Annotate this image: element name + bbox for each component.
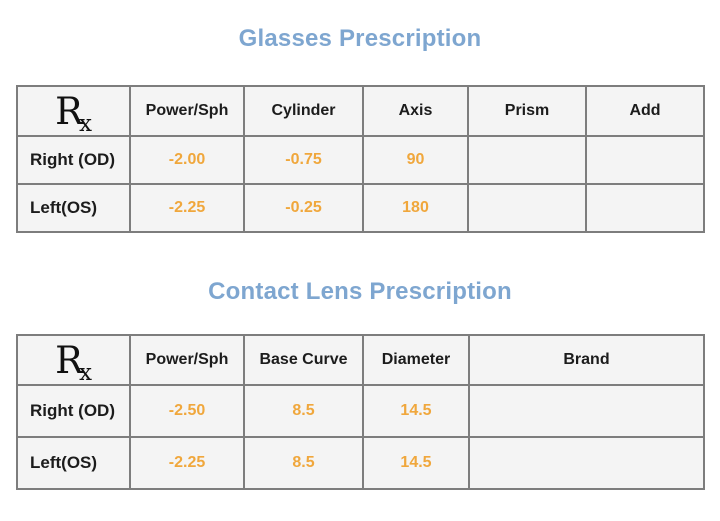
contacts-right-base-curve: 8.5: [243, 384, 364, 438]
glasses-col-add: Add: [585, 85, 705, 137]
glasses-col-power: Power/Sph: [129, 85, 245, 137]
glasses-left-axis: 180: [362, 183, 469, 233]
contacts-left-power: -2.25: [129, 436, 245, 490]
contacts-title: Contact Lens Prescription: [208, 278, 512, 305]
glasses-left-eye-label: Left(OS): [16, 183, 131, 233]
rx-symbol: Rx: [16, 334, 131, 386]
glasses-table: Rx Power/Sph Cylinder Axis Prism Add Rig…: [16, 85, 705, 233]
contacts-col-diameter: Diameter: [362, 334, 470, 386]
table-row: Right (OD) -2.50 8.5 14.5: [16, 384, 705, 438]
rx-symbol: Rx: [16, 85, 131, 137]
contacts-left-brand: [468, 436, 705, 490]
glasses-col-prism: Prism: [467, 85, 587, 137]
glasses-left-power: -2.25: [129, 183, 245, 233]
contacts-right-power: -2.50: [129, 384, 245, 438]
contacts-right-brand: [468, 384, 705, 438]
contacts-left-diameter: 14.5: [362, 436, 470, 490]
glasses-right-eye-label: Right (OD): [16, 135, 131, 185]
contact-lens-table: Rx Power/Sph Base Curve Diameter Brand R…: [16, 334, 705, 490]
contacts-left-base-curve: 8.5: [243, 436, 364, 490]
glasses-left-prism: [467, 183, 587, 233]
table-row: Right (OD) -2.00 -0.75 90: [16, 135, 705, 185]
rx-symbol-r: R: [55, 89, 83, 133]
contacts-header-row: Rx Power/Sph Base Curve Diameter Brand: [16, 334, 705, 386]
contacts-right-eye-label: Right (OD): [16, 384, 131, 438]
contacts-col-base-curve: Base Curve: [243, 334, 364, 386]
glasses-right-add: [585, 135, 705, 185]
glasses-right-power: -2.00: [129, 135, 245, 185]
rx-symbol-x: x: [78, 359, 92, 385]
contacts-right-diameter: 14.5: [362, 384, 470, 438]
rx-symbol-r: R: [55, 338, 83, 382]
contacts-left-eye-label: Left(OS): [16, 436, 131, 490]
glasses-header-row: Rx Power/Sph Cylinder Axis Prism Add: [16, 85, 705, 137]
table-row: Left(OS) -2.25 8.5 14.5: [16, 436, 705, 490]
glasses-right-prism: [467, 135, 587, 185]
glasses-left-cylinder: -0.25: [243, 183, 364, 233]
glasses-left-add: [585, 183, 705, 233]
contacts-col-power: Power/Sph: [129, 334, 245, 386]
glasses-col-axis: Axis: [362, 85, 469, 137]
glasses-right-axis: 90: [362, 135, 469, 185]
glasses-right-cylinder: -0.75: [243, 135, 364, 185]
rx-symbol-x: x: [78, 110, 92, 136]
table-row: Left(OS) -2.25 -0.25 180: [16, 183, 705, 233]
contacts-col-brand: Brand: [468, 334, 705, 386]
glasses-col-cylinder: Cylinder: [243, 85, 364, 137]
glasses-title: Glasses Prescription: [238, 25, 482, 52]
